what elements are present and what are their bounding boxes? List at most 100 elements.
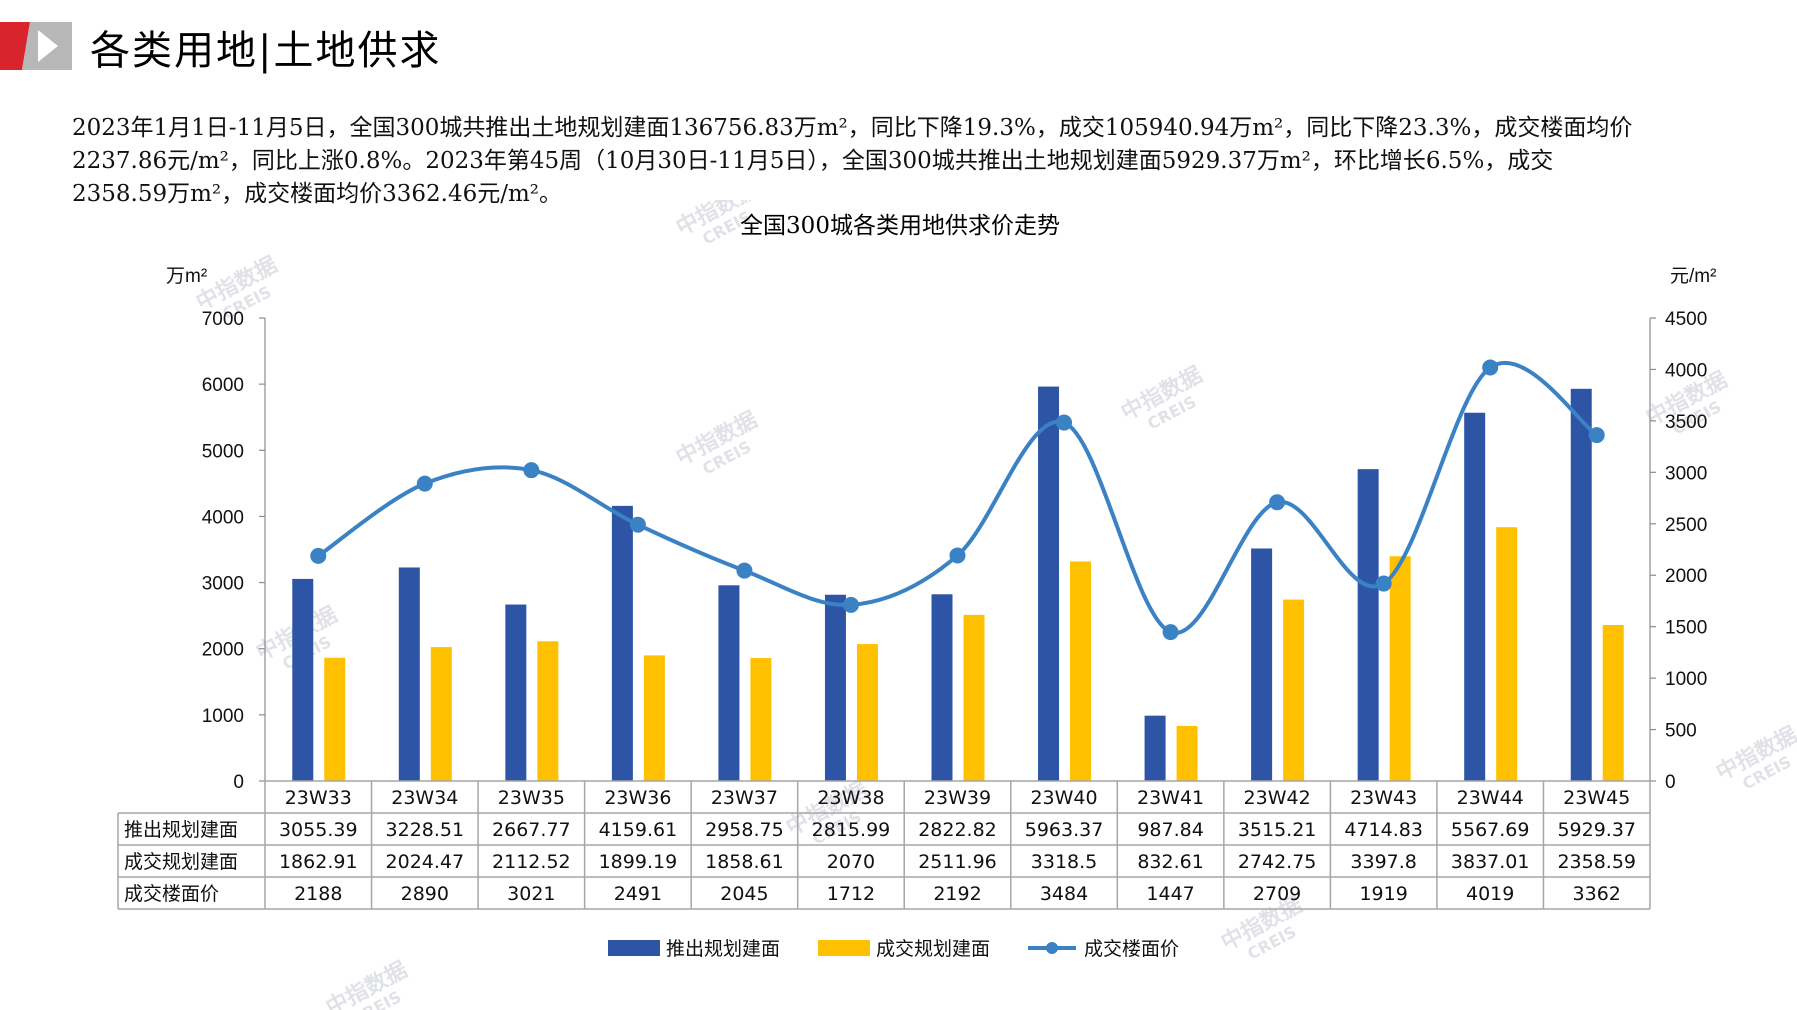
table-cell-value: 832.61 [1137, 851, 1203, 873]
page-title: 各类用地|土地供求 [90, 28, 442, 74]
price-point [1482, 359, 1499, 376]
table-cell-value: 2070 [827, 851, 875, 873]
deal-bar [537, 641, 559, 781]
price-point [1588, 427, 1605, 444]
legend-swatch-supply [608, 940, 660, 956]
deal-bar [1283, 599, 1305, 781]
table-cell-value: 2045 [720, 883, 768, 905]
left-tick-label: 6000 [202, 375, 244, 396]
supply-bar [398, 567, 420, 781]
deal-bar [963, 614, 985, 781]
price-point [1269, 494, 1286, 511]
page-header: 各类用地|土地供求 [0, 0, 1797, 100]
chart-legend: 推出规划建面 成交规划建面 成交楼面价 [608, 938, 1179, 960]
category-label: 23W44 [1457, 787, 1524, 809]
table-cell-value: 1858.61 [705, 851, 784, 873]
left-tick-label: 7000 [202, 309, 244, 330]
left-tick-label: 3000 [202, 574, 244, 595]
table-cell-value: 3318.5 [1031, 851, 1097, 873]
category-label: 23W41 [1137, 787, 1204, 809]
table-cell-value: 1447 [1146, 883, 1194, 905]
table-cell-value: 2188 [294, 883, 342, 905]
left-tick-label: 2000 [202, 640, 244, 661]
right-tick-label: 0 [1665, 772, 1676, 793]
price-point [1162, 624, 1179, 641]
supply-bar [505, 604, 527, 781]
right-tick-label: 1500 [1665, 618, 1707, 639]
left-tick-label: 1000 [202, 706, 244, 727]
category-label: 23W43 [1350, 787, 1417, 809]
watermark-text: CREIS [1109, 200, 1164, 204]
chart-title: 全国300城各类用地供求价走势 [740, 213, 1060, 239]
bar-series [292, 386, 1624, 781]
table-cell-value: 3228.51 [386, 819, 465, 841]
category-label: 23W39 [924, 787, 991, 809]
price-line-series [310, 359, 1605, 641]
category-label: 23W45 [1563, 787, 1630, 809]
supply-bar [611, 505, 633, 781]
left-tick-label: 4000 [202, 507, 244, 528]
supply-bar [1251, 548, 1273, 781]
table-cell-value: 1919 [1359, 883, 1407, 905]
table-cell-value: 2112.52 [492, 851, 571, 873]
price-point [629, 516, 646, 533]
table-cell-value: 3484 [1040, 883, 1088, 905]
price-line [317, 360, 1598, 635]
summary-line: 2237.86元/m²，同比上涨0.8%。2023年第45周（10月30日-11… [72, 148, 1554, 174]
supply-bar [718, 585, 740, 781]
left-tick-label: 0 [233, 772, 244, 793]
category-label: 23W36 [604, 787, 671, 809]
right-tick-label: 3000 [1665, 463, 1707, 484]
table-cell-value: 987.84 [1137, 819, 1203, 841]
price-point [1056, 414, 1073, 431]
deal-bar [1389, 556, 1411, 781]
table-cell-value: 4714.83 [1344, 819, 1423, 841]
price-point [523, 462, 540, 479]
table-cell-value: 1862.91 [279, 851, 358, 873]
deal-bar [324, 657, 346, 781]
category-label: 23W34 [391, 787, 458, 809]
category-label: 23W33 [285, 787, 352, 809]
price-point [842, 596, 859, 613]
table-cell-value: 1899.19 [599, 851, 678, 873]
table-cell-value: 3021 [507, 883, 555, 905]
logo-red-shape [0, 22, 30, 70]
price-point [949, 547, 966, 564]
table-cell-value: 3397.8 [1350, 851, 1416, 873]
deal-bar [750, 658, 772, 781]
price-point [1375, 575, 1392, 592]
table-cell-value: 3515.21 [1238, 819, 1317, 841]
table-cell-value: 1712 [827, 883, 875, 905]
supply-bar [1464, 412, 1486, 781]
legend-label: 成交规划建面 [876, 938, 990, 960]
supply-bar [1357, 469, 1379, 781]
supply-bar [1570, 388, 1592, 781]
table-cell-value: 2742.75 [1238, 851, 1317, 873]
left-tick-label: 5000 [202, 441, 244, 462]
right-axis-unit: 元/m² [1670, 266, 1716, 287]
right-tick-label: 1000 [1665, 669, 1707, 690]
table-cell-value: 2491 [614, 883, 662, 905]
price-point [416, 475, 433, 492]
deal-bar [1176, 725, 1198, 781]
table-cell-value: 5567.69 [1451, 819, 1530, 841]
right-tick-label: 4500 [1665, 309, 1707, 330]
table-cell-value: 4159.61 [599, 819, 678, 841]
table-cell-value: 4019 [1466, 883, 1514, 905]
right-tick-label: 3500 [1665, 412, 1707, 433]
logo-white-cut [38, 30, 58, 62]
price-point [310, 547, 327, 564]
category-label: 23W37 [711, 787, 778, 809]
table-cell-value: 5929.37 [1557, 819, 1636, 841]
table-row-label: 成交楼面价 [124, 883, 219, 905]
supply-bar [292, 578, 314, 781]
right-tick-label: 2000 [1665, 566, 1707, 587]
chart-axes: 0 1000 2000 3000 4000 5000 6000 7000 0 500 1000 150… [202, 309, 1708, 793]
right-tick-label: 4000 [1665, 360, 1707, 381]
price-point [736, 562, 753, 579]
summary-line: 2023年1月1日-11月5日，全国300城共推出土地规划建面136756.83… [72, 115, 1633, 141]
